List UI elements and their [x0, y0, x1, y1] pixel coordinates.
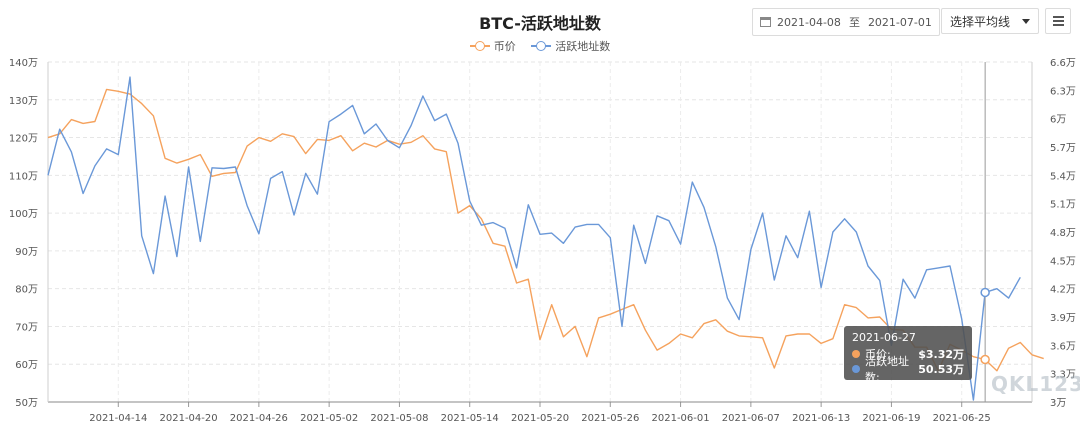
x-tick-label: 2021-06-01 — [652, 413, 710, 424]
y-right-tick-label: 6.6万 — [1050, 58, 1076, 69]
y-left-tick-label: 130万 — [9, 96, 38, 107]
moving-average-select-label: 选择平均线 — [950, 14, 1011, 29]
x-tick-label: 2021-05-02 — [300, 413, 358, 424]
y-left-tick-label: 80万 — [15, 285, 38, 296]
y-left-tick-label: 90万 — [15, 247, 38, 258]
y-right-tick-label: 4.8万 — [1050, 228, 1076, 239]
y-left-tick-label: 70万 — [15, 322, 38, 333]
y-right-tick-label: 6万 — [1050, 115, 1066, 126]
y-left-tick-label: 60万 — [15, 360, 38, 371]
x-tick-label: 2021-05-14 — [441, 413, 499, 424]
y-right-tick-label: 5.7万 — [1050, 143, 1076, 154]
series-line-price — [47, 88, 1044, 372]
hamburger-menu-icon-bar — [1053, 24, 1064, 26]
legend-item-price[interactable]: 币价 — [469, 38, 516, 54]
y-left-tick-label: 110万 — [9, 171, 38, 182]
x-tick-label: 2021-05-08 — [370, 413, 428, 424]
tooltip-row-price: 币价: $3.32万 — [852, 346, 964, 361]
x-tick-label: 2021-05-20 — [511, 413, 569, 424]
tooltip-row-addresses: 活跃地址数: 50.53万 — [852, 355, 964, 384]
legend-label-addresses: 活跃地址数 — [555, 40, 611, 53]
x-tick-label: 2021-05-26 — [581, 413, 639, 424]
x-tick-label: 2021-04-20 — [160, 413, 218, 424]
highlight-point-price — [980, 354, 990, 365]
date-range-picker[interactable]: 2021-04-08 至 2021-07-01 — [752, 8, 940, 36]
chart-title: BTC-活跃地址数 — [479, 14, 601, 33]
moving-average-select[interactable]: 选择平均线 — [941, 8, 1039, 34]
caret-down-icon — [1022, 19, 1030, 24]
tooltip-price-label: 币价: — [865, 347, 891, 361]
x-tick-label: 2021-04-26 — [230, 413, 288, 424]
y-right-tick-label: 3.6万 — [1050, 341, 1076, 352]
date-end[interactable]: 2021-07-01 — [867, 15, 932, 29]
x-tick-label: 2021-06-13 — [792, 413, 850, 424]
y-right-tick-label: 3万 — [1050, 398, 1066, 409]
calendar-icon — [760, 17, 771, 27]
y-left-tick-label: 100万 — [9, 209, 38, 220]
hamburger-menu-icon-bar — [1053, 20, 1064, 22]
highlight-point-addresses — [980, 287, 990, 298]
y-left-tick-label: 120万 — [9, 134, 38, 145]
y-right-tick-label: 3.9万 — [1050, 313, 1076, 324]
tooltip-price-value: $3.32万 — [918, 347, 964, 361]
legend-line-circle-icon — [531, 41, 552, 51]
legend-line-circle-icon — [469, 41, 490, 51]
y-right-tick-label: 5.4万 — [1050, 171, 1076, 182]
y-left-tick-label: 140万 — [9, 58, 38, 69]
y-right-tick-label: 4.2万 — [1050, 285, 1076, 296]
date-separator: 至 — [848, 16, 860, 29]
series-line-addresses — [47, 76, 1021, 401]
addresses-dot-icon — [852, 364, 860, 373]
y-right-tick-label: 6.3万 — [1050, 86, 1076, 97]
chart-menu-button[interactable] — [1045, 8, 1071, 34]
hamburger-menu-icon — [1053, 16, 1064, 18]
y-right-tick-label: 3.3万 — [1050, 370, 1076, 381]
x-tick-label: 2021-06-19 — [862, 413, 920, 424]
legend-label-price: 币价 — [493, 40, 516, 53]
price-dot-icon — [852, 349, 860, 358]
x-tick-label: 2021-06-25 — [933, 413, 991, 424]
x-tick-label: 2021-06-07 — [722, 413, 780, 424]
legend-item-addresses[interactable]: 活跃地址数 — [531, 38, 610, 54]
date-start[interactable]: 2021-04-08 — [777, 15, 841, 29]
y-left-tick-label: 50万 — [15, 398, 38, 409]
data-tooltip: 2021-06-27 币价: $3.32万 活跃地址数: 50.53万 — [844, 326, 972, 384]
legend: 币价 活跃地址数 — [0, 38, 1080, 54]
y-right-tick-label: 4.5万 — [1050, 256, 1076, 267]
y-right-tick-label: 5.1万 — [1050, 200, 1076, 211]
tooltip-addresses-label: 活跃地址数: — [865, 354, 909, 384]
x-tick-label: 2021-04-14 — [89, 413, 147, 424]
tooltip-date: 2021-06-27 — [852, 331, 916, 344]
watermark-logo: QKL123 — [991, 372, 1080, 396]
tooltip-addresses-value: 50.53万 — [918, 362, 964, 376]
